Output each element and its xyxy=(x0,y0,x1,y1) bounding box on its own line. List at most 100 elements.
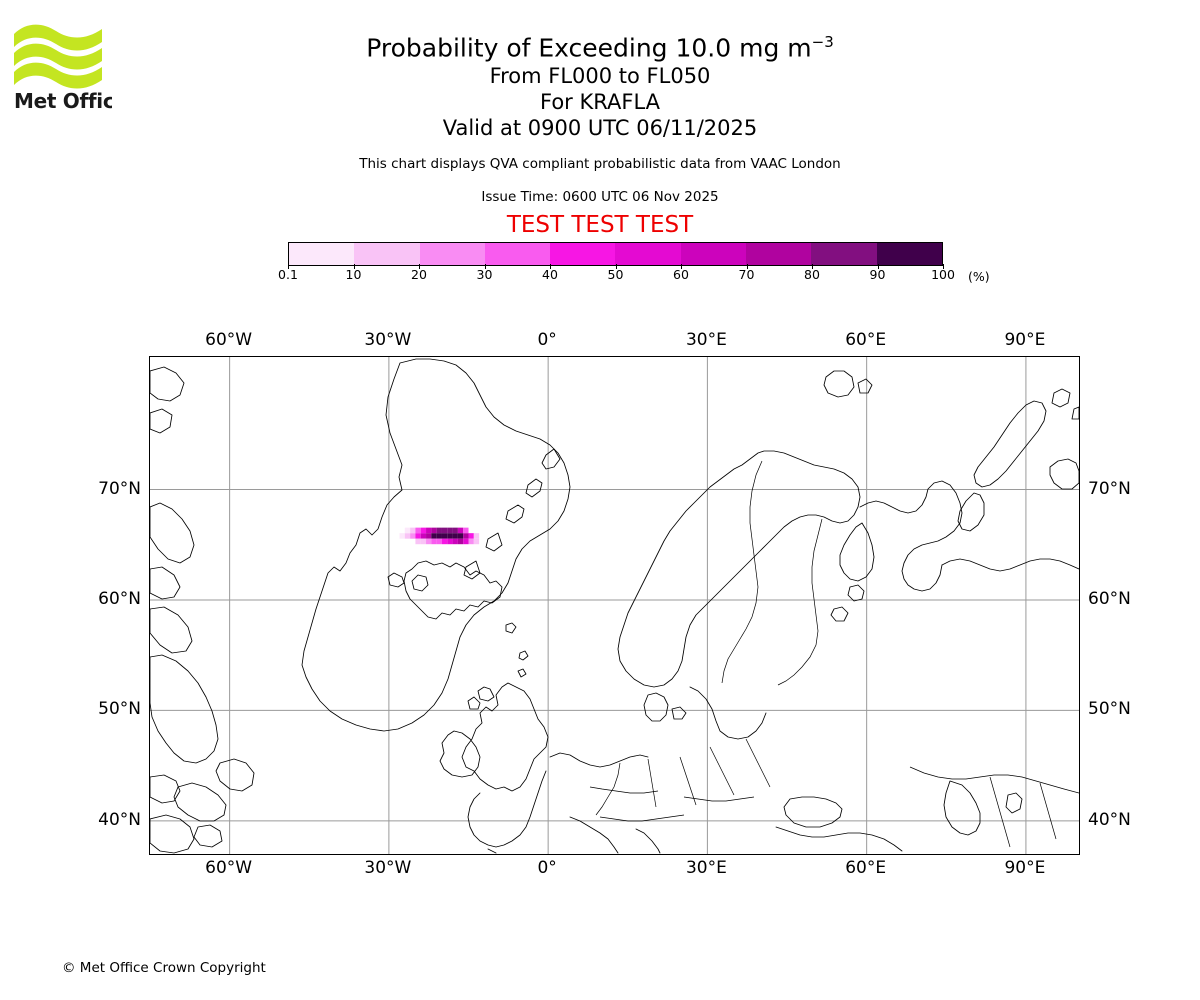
colorbar-tickmark-100 xyxy=(943,264,944,269)
colorbar-band-8 xyxy=(811,243,877,265)
plume-cell xyxy=(410,527,416,534)
lon-label-top-90: 90°E xyxy=(1004,330,1046,350)
colorbar-tickmark-40 xyxy=(550,264,551,269)
colorbar-tickmark-90 xyxy=(877,264,879,269)
colorbar-tick-70: 70 xyxy=(738,267,755,282)
lon-label-bottom-60: 60°E xyxy=(845,858,887,878)
lon-label-bottom-90: 90°E xyxy=(1004,858,1046,878)
lat-label-left-60: 60°N xyxy=(98,588,141,609)
lat-label-right-40: 40°N xyxy=(1088,809,1131,830)
map-plot-area[interactable] xyxy=(149,356,1080,855)
colorbar-band-3 xyxy=(484,243,551,265)
colorbar-tick-labels: 0.1 10 20 30 40 50 60 70 80 90 100 xyxy=(278,264,955,284)
plume-cell xyxy=(420,527,427,534)
colorbar-band-2 xyxy=(419,243,485,265)
valid-time-line: Valid at 0900 UTC 06/11/2025 xyxy=(442,116,758,141)
colorbar-tickmark-80 xyxy=(812,264,813,269)
colorbar-band-7 xyxy=(746,243,812,265)
plume-cell xyxy=(415,538,421,545)
lon-label-top--60: 60°W xyxy=(205,330,253,350)
plume-cell xyxy=(426,533,432,539)
plume-cell xyxy=(420,538,427,545)
plume-cell xyxy=(420,533,427,539)
plume-cell xyxy=(431,538,437,545)
plume-cell xyxy=(441,527,448,534)
colorbar-tick-50: 50 xyxy=(607,267,624,282)
colorbar-tick-20: 20 xyxy=(411,267,427,282)
issue-time-text: Issue Time: 0600 UTC 06 Nov 2025 xyxy=(481,189,719,206)
lat-label-right-70: 70°N xyxy=(1088,478,1131,499)
page-title-text: Probability of Exceeding 10.0 mg m xyxy=(366,33,812,63)
colorbar-tick-40: 40 xyxy=(542,267,558,282)
plume-cell xyxy=(452,533,458,539)
colorbar-tickmark-50 xyxy=(615,264,617,269)
plume-cell xyxy=(452,527,458,534)
plume-cell xyxy=(404,533,411,539)
colorbar-tickmark-20 xyxy=(419,264,420,269)
met-office-logo-svg: Met Office xyxy=(14,24,112,113)
map-coastlines xyxy=(150,358,1079,854)
colorbar-band-0 xyxy=(289,243,355,265)
plume-cell xyxy=(415,527,421,534)
lon-label-top--30: 30°W xyxy=(364,330,412,350)
plume-cell xyxy=(431,533,437,539)
colorbar-tickmark-10 xyxy=(353,264,355,269)
plume-cell xyxy=(426,538,432,545)
page-title-superscript: −3 xyxy=(811,33,834,51)
lon-label-bottom-0: 0° xyxy=(537,858,557,878)
plume-cell xyxy=(457,538,464,545)
page-title: Probability of Exceeding 10.0 mg m−3 xyxy=(0,27,1200,63)
plume-cell xyxy=(457,533,464,539)
colorbar-bands xyxy=(288,242,943,266)
test-banner: TEST TEST TEST xyxy=(506,212,694,239)
plume-cell xyxy=(441,533,448,539)
lat-label-left-40: 40°N xyxy=(98,809,141,830)
plume-cell xyxy=(436,538,442,545)
lon-label-bottom--30: 30°W xyxy=(364,858,412,878)
colorbar-tickmark-30 xyxy=(484,264,486,269)
logo-waves-icon xyxy=(14,24,102,89)
flight-levels-line: From FL000 to FL050 xyxy=(489,64,711,89)
title-block: Probability of Exceeding 10.0 mg m−3 Fro… xyxy=(0,0,1200,238)
plume-cell xyxy=(399,533,405,539)
lat-label-right-60: 60°N xyxy=(1088,588,1131,609)
colorbar-band-1 xyxy=(354,243,420,265)
colorbar-tick-100: 100 xyxy=(931,267,955,282)
plume-cell xyxy=(473,538,480,545)
plume-cell xyxy=(463,538,469,545)
colorbar-tick-80: 80 xyxy=(804,267,820,282)
colorbar-tickmark-0.1 xyxy=(288,264,289,269)
lat-label-left-50: 50°N xyxy=(98,699,141,720)
plume-cell xyxy=(431,527,437,534)
colorbar-band-4 xyxy=(550,243,616,265)
colorbar-tick-30: 30 xyxy=(476,267,493,282)
volcano-site-line: For KRAFLA xyxy=(540,90,660,115)
plume-cell xyxy=(426,527,432,534)
plume-cell xyxy=(468,538,474,545)
plume-cell xyxy=(452,538,458,545)
ash-probability-plume xyxy=(399,527,480,545)
plume-cell xyxy=(463,527,469,534)
plume-cell xyxy=(457,527,464,534)
colorbar-band-6 xyxy=(680,243,747,265)
plume-cell xyxy=(447,533,453,539)
colorbar-band-9 xyxy=(876,243,942,265)
plume-cell xyxy=(463,533,469,539)
met-office-logo: Met Office xyxy=(12,18,112,113)
copyright-text: © Met Office Crown Copyright xyxy=(62,960,266,976)
disclaimer-text: This chart displays QVA compliant probab… xyxy=(359,156,841,173)
plume-cell xyxy=(436,533,442,539)
lon-label-top-60: 60°E xyxy=(845,330,887,350)
plume-cell xyxy=(468,533,474,539)
logo-wordmark: Met Office xyxy=(14,89,112,113)
lon-label-top-30: 30°E xyxy=(685,330,727,350)
colorbar-band-5 xyxy=(615,243,681,265)
lat-label-right-50: 50°N xyxy=(1088,699,1131,720)
plume-cell xyxy=(447,538,453,545)
plume-cell xyxy=(441,538,448,545)
lon-label-bottom-30: 30°E xyxy=(685,858,727,878)
plume-cell xyxy=(415,533,421,539)
map-gridlines xyxy=(150,357,1079,854)
map-svg xyxy=(150,357,1079,854)
colorbar-tickmark-60 xyxy=(681,264,682,269)
